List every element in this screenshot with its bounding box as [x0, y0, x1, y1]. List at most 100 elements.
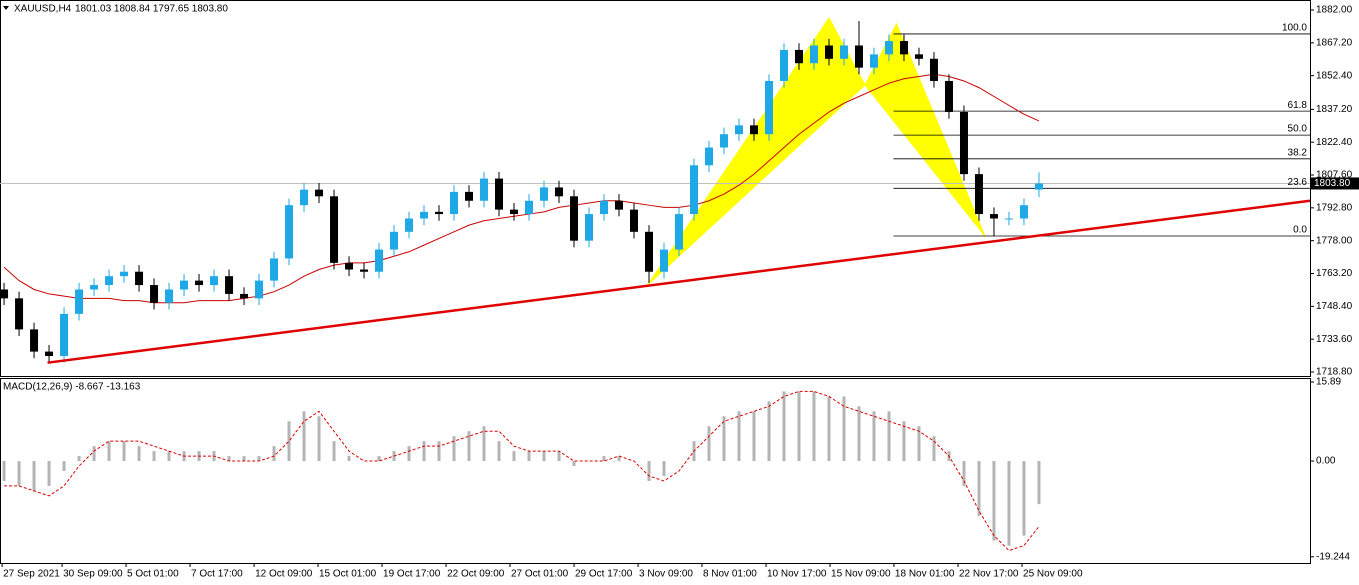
- macd-bar: [107, 441, 111, 462]
- candle-body: [210, 276, 219, 286]
- macd-bar: [752, 411, 756, 462]
- candle-body: [495, 178, 504, 210]
- macd-bar: [662, 461, 666, 476]
- candle-body: [749, 125, 758, 135]
- candle-body: [659, 249, 668, 272]
- macd-bar: [572, 461, 576, 467]
- macd-bar: [422, 441, 426, 462]
- x-tick-label: 5 Oct 01:00: [127, 569, 179, 580]
- candle-body: [974, 174, 983, 215]
- macd-bar: [17, 461, 21, 486]
- fib-label: 100.0: [1282, 23, 1307, 34]
- x-tick-label: 25 Nov 09:00: [1023, 569, 1083, 580]
- macd-bar: [47, 461, 51, 486]
- candle-body: [570, 196, 579, 241]
- macd-bar: [1037, 461, 1041, 505]
- macd-bar: [527, 451, 531, 462]
- y-tick-label: 1852.40: [1316, 70, 1353, 81]
- macd-bar: [827, 396, 831, 462]
- macd-y-tick-label: 0.00: [1316, 456, 1336, 467]
- candle-body: [165, 289, 174, 303]
- macd-bar: [1022, 461, 1026, 536]
- candle-body: [195, 280, 204, 286]
- macd-bar: [1007, 461, 1011, 546]
- y-tick-label: 1748.40: [1316, 301, 1353, 312]
- candle-body: [764, 80, 773, 135]
- trendline: [47, 199, 1311, 364]
- macd-bar: [317, 416, 321, 462]
- candle-body: [345, 262, 354, 270]
- macd-bar: [722, 416, 726, 462]
- candle-body: [240, 293, 249, 299]
- candle-body: [270, 258, 279, 281]
- macd-bar: [377, 456, 381, 462]
- macd-bar: [782, 391, 786, 462]
- candle-body: [360, 269, 369, 272]
- y-tick-label: 1733.60: [1316, 334, 1353, 345]
- candle-body: [525, 200, 534, 215]
- candle-body: [330, 196, 339, 263]
- macd-y-tick-label: -19.244: [1316, 551, 1350, 562]
- macd-bar: [152, 451, 156, 462]
- macd-bar: [917, 426, 921, 462]
- candle-body: [420, 211, 429, 219]
- y-tick-label: 1867.20: [1316, 37, 1353, 48]
- x-tick-label: 10 Nov 17:00: [767, 569, 827, 580]
- candle-body: [630, 209, 639, 232]
- candle-body: [854, 45, 863, 68]
- candle-body: [0, 289, 9, 299]
- x-tick-label: 19 Oct 17:00: [383, 569, 441, 580]
- y-tick-label: 1778.00: [1316, 235, 1353, 246]
- macd-panel: [0, 378, 1311, 564]
- candle-body: [105, 276, 114, 286]
- macd-bar: [977, 461, 981, 516]
- x-tick-label: 15 Oct 01:00: [319, 569, 377, 580]
- candle-body: [645, 231, 654, 272]
- last-price-label: 1803.80: [1314, 178, 1351, 189]
- candle-body: [1004, 218, 1013, 220]
- candle-body: [839, 45, 848, 59]
- candle-body: [674, 214, 683, 250]
- macd-bar: [227, 456, 231, 462]
- macd-bar: [257, 456, 261, 462]
- macd-bar: [962, 461, 966, 486]
- symbol-label: XAUUSD,H4: [14, 4, 72, 15]
- candle-body: [899, 41, 908, 55]
- macd-bar: [302, 411, 306, 462]
- candle-body: [435, 211, 444, 215]
- candle-body: [405, 218, 414, 232]
- macd-bar: [407, 446, 411, 462]
- candle-body: [989, 214, 998, 219]
- macd-bar: [77, 456, 81, 462]
- fib-label: 0.0: [1293, 225, 1307, 236]
- ohlc-label: 1801.03 1808.84 1797.65 1803.80: [75, 4, 228, 15]
- candle-body: [929, 58, 938, 81]
- candle-body: [465, 191, 474, 201]
- y-tick-label: 1822.40: [1316, 137, 1353, 148]
- candle-body: [90, 285, 99, 290]
- x-tick-label: 18 Nov 01:00: [895, 569, 955, 580]
- macd-bar: [347, 456, 351, 462]
- macd-bar: [242, 456, 246, 462]
- candle-body: [285, 205, 294, 259]
- candle-body: [540, 187, 549, 201]
- candle-body: [225, 276, 234, 294]
- x-tick-label: 3 Nov 09:00: [639, 569, 693, 580]
- moving-average: [3, 73, 1040, 304]
- x-tick-label: 15 Nov 09:00: [831, 569, 891, 580]
- candle-body: [450, 191, 459, 215]
- candle-body: [779, 49, 788, 81]
- macd-bar: [857, 406, 861, 462]
- macd-bar: [647, 461, 651, 481]
- macd-bar: [617, 456, 621, 462]
- macd-bar: [602, 456, 606, 462]
- x-tick-label: 7 Oct 17:00: [191, 569, 243, 580]
- macd-bar: [32, 461, 36, 491]
- macd-bar: [707, 426, 711, 462]
- candle-body: [704, 147, 713, 166]
- macd-bar: [137, 446, 141, 462]
- macd-bar: [167, 451, 171, 462]
- x-tick-label: 8 Nov 01:00: [703, 569, 757, 580]
- candle-body: [944, 80, 953, 113]
